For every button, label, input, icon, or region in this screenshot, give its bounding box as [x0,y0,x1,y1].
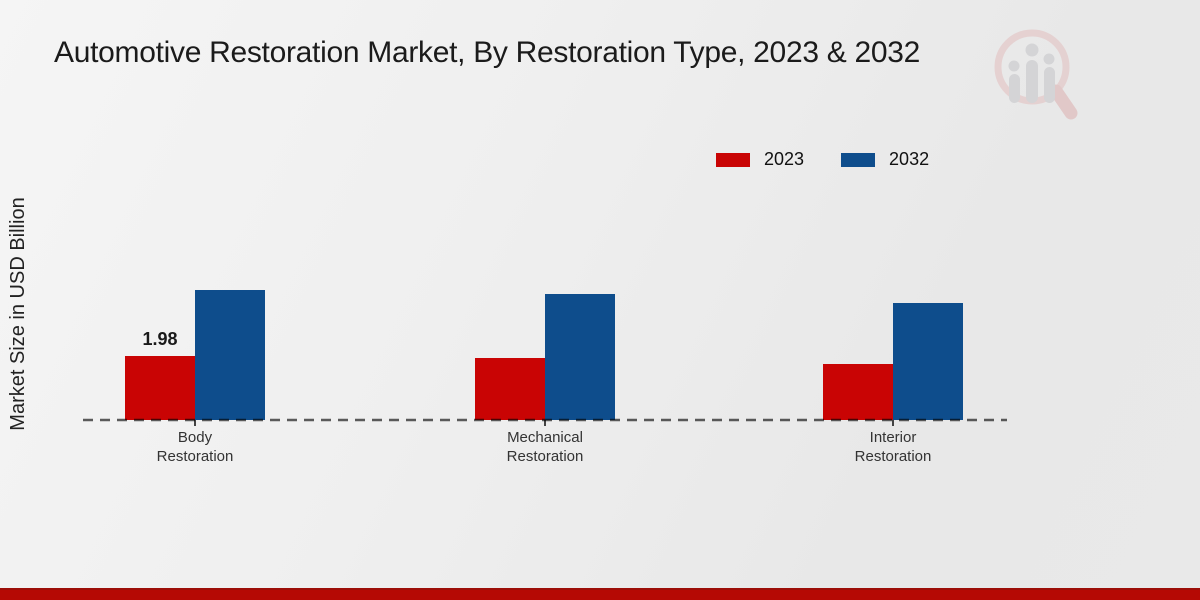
bar-2032-2 [893,303,963,420]
legend-label-2032: 2032 [889,149,930,169]
legend-item-2023: 2023 [716,149,804,170]
xtick-line: Restoration [506,448,584,465]
bar-2023-2 [823,364,893,420]
xtick-line: Body [177,429,213,446]
footer-accent-bar [0,588,1200,600]
bar-2023-1 [475,358,545,420]
xtick-line: Interior [869,429,917,446]
xtick-line: Restoration [156,448,234,465]
legend-label-2023: 2023 [764,149,805,169]
magnifier-bar-chart-logo [994,29,1078,120]
xtick-mechanical-restoration: Mechanical Restoration [445,428,645,466]
xtick-line: Mechanical [507,429,583,446]
x-axis-tick [544,420,546,426]
legend-item-2032: 2032 [841,149,929,170]
bar-2032-0 [195,290,265,420]
xtick-line: Restoration [854,448,932,465]
xtick-interior-restoration: Interior Restoration [793,428,993,466]
legend-swatch-2032-icon [841,152,876,167]
xtick-body-restoration: Body Restoration [95,428,295,466]
bar-2032-1 [545,294,615,420]
bar-2023-0 [125,356,195,420]
legend-swatch-2023-icon [716,152,750,167]
bar-value-label: 1.98 [142,329,178,349]
legend: 2023 2032 [716,149,929,170]
x-axis-tick [892,420,894,426]
chart-title: Automotive Restoration Market, By Restor… [54,36,921,69]
x-axis-tick [194,420,196,426]
